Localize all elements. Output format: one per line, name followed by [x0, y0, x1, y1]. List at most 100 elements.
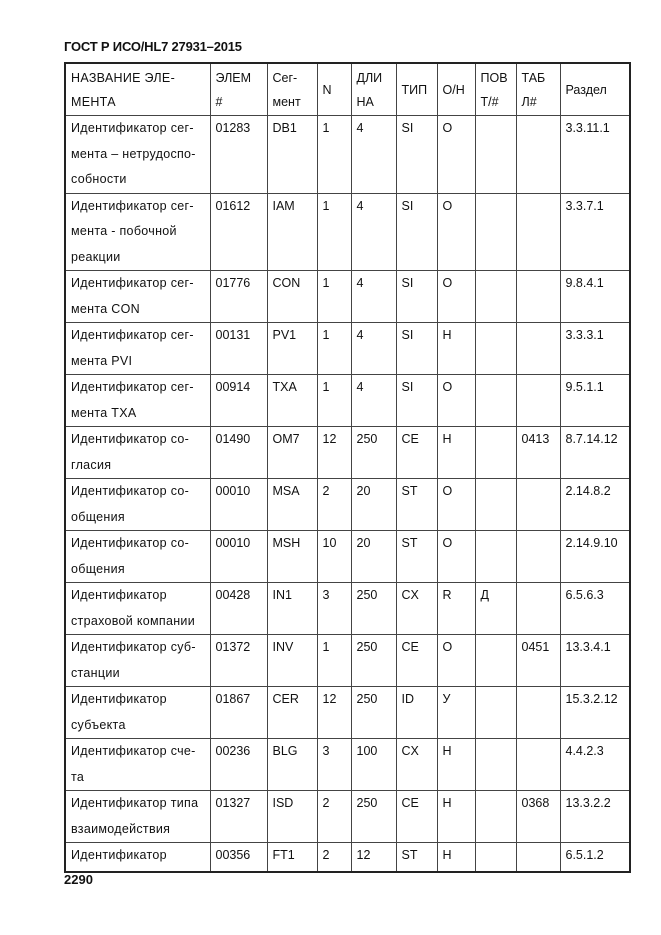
- table-row: Идентификатор со- общения 00010 MSH 10 20 ST О…: [64, 530, 631, 583]
- cell-type: SI: [395, 270, 438, 323]
- cell-n: 12: [316, 426, 352, 479]
- cell-repeat: [474, 478, 517, 531]
- cell-segment: CER: [266, 686, 318, 739]
- cell-optionality: О: [436, 530, 476, 583]
- cell-n: 3: [316, 582, 352, 635]
- cell-n: 12: [316, 686, 352, 739]
- cell-element-number: 01327: [209, 790, 268, 843]
- cell-segment: BLG: [266, 738, 318, 791]
- cell-n: 1: [316, 270, 352, 323]
- cell-length: 4: [350, 115, 397, 194]
- page-number: 2290: [64, 872, 93, 887]
- cell-n: 1: [316, 192, 352, 271]
- cell-optionality: О: [436, 634, 476, 687]
- cell-table: [515, 322, 561, 375]
- cell-type: ID: [395, 686, 438, 739]
- table-row: Идентификатор типа взаимодействия 01327 IS…: [64, 790, 631, 843]
- cell-length: 250: [350, 582, 397, 635]
- table-row: Идентификатор сег- мента CON 01776 CON 1 4 SI…: [64, 270, 631, 323]
- cell-section: 3.3.3.1: [559, 322, 631, 375]
- cell-section: 6.5.1.2: [559, 842, 631, 873]
- column-header-repeat: ПОВ Т/#: [474, 62, 517, 116]
- cell-n: 10: [316, 530, 352, 583]
- cell-section: 13.3.4.1: [559, 634, 631, 687]
- cell-optionality: Н: [436, 322, 476, 375]
- cell-length: 250: [350, 686, 397, 739]
- cell-element-number: 01612: [209, 192, 268, 271]
- cell-element-name: Идентификатор страховой компании: [64, 582, 211, 635]
- cell-optionality: Н: [436, 790, 476, 843]
- cell-optionality: О: [436, 478, 476, 531]
- cell-element-number: 00010: [209, 478, 268, 531]
- cell-segment: MSH: [266, 530, 318, 583]
- cell-element-number: 00236: [209, 738, 268, 791]
- table-row: Идентификатор сег- мента TXA 00914 TXA 1 4 SI…: [64, 374, 631, 427]
- cell-table: 0413: [515, 426, 561, 479]
- cell-table: 0368: [515, 790, 561, 843]
- cell-length: 12: [350, 842, 397, 873]
- table-row: Идентификатор сег- мента – нетрудоспо- с…: [64, 115, 631, 194]
- cell-segment: OM7: [266, 426, 318, 479]
- cell-type: SI: [395, 322, 438, 375]
- cell-table: 0451: [515, 634, 561, 687]
- cell-length: 250: [350, 634, 397, 687]
- column-header-table: ТАБ Л#: [515, 62, 561, 116]
- cell-optionality: Н: [436, 738, 476, 791]
- cell-optionality: Н: [436, 426, 476, 479]
- cell-n: 3: [316, 738, 352, 791]
- column-header-length: ДЛИ НА: [350, 62, 397, 116]
- cell-repeat: [474, 322, 517, 375]
- cell-segment: DB1: [266, 115, 318, 194]
- cell-length: 100: [350, 738, 397, 791]
- cell-element-number: 01372: [209, 634, 268, 687]
- cell-element-number: 00428: [209, 582, 268, 635]
- cell-section: 9.5.1.1: [559, 374, 631, 427]
- cell-length: 4: [350, 374, 397, 427]
- cell-type: CX: [395, 738, 438, 791]
- elements-table: НАЗВАНИЕ ЭЛЕ- МЕНТА ЭЛЕМ # Сег- мент N ДЛИ Н…: [64, 62, 631, 873]
- cell-table: [515, 582, 561, 635]
- cell-length: 4: [350, 192, 397, 271]
- column-header-element-name: НАЗВАНИЕ ЭЛЕ- МЕНТА: [64, 62, 211, 116]
- table-row: Идентификатор суб- станции 01372 INV 1 250 CE…: [64, 634, 631, 687]
- cell-section: 4.4.2.3: [559, 738, 631, 791]
- cell-optionality: О: [436, 115, 476, 194]
- cell-n: 2: [316, 790, 352, 843]
- cell-table: [515, 686, 561, 739]
- table-row: Идентификатор сег- мента PVI 00131 PV1 1 4 SI…: [64, 322, 631, 375]
- cell-type: CE: [395, 426, 438, 479]
- cell-type: ST: [395, 842, 438, 873]
- cell-section: 8.7.14.12: [559, 426, 631, 479]
- cell-segment: IAM: [266, 192, 318, 271]
- cell-element-name: Идентификатор сег- мента - побочной реак…: [64, 192, 211, 271]
- cell-element-name: Идентификатор со- общения: [64, 530, 211, 583]
- column-header-section: Раздел: [559, 62, 631, 116]
- cell-type: SI: [395, 374, 438, 427]
- cell-length: 250: [350, 426, 397, 479]
- cell-repeat: [474, 115, 517, 194]
- table-row: Идентификатор страховой компании 00428 IN1…: [64, 582, 631, 635]
- table-row: Идентификатор субъекта 01867 CER 12 250 ID У 15…: [64, 686, 631, 739]
- cell-section: 3.3.11.1: [559, 115, 631, 194]
- cell-type: SI: [395, 115, 438, 194]
- cell-element-name: Идентификатор сег- мента TXA: [64, 374, 211, 427]
- cell-element-name: Идентификатор субъекта: [64, 686, 211, 739]
- cell-optionality: О: [436, 374, 476, 427]
- column-header-segment: Сег- мент: [266, 62, 318, 116]
- cell-optionality: У: [436, 686, 476, 739]
- cell-optionality: О: [436, 192, 476, 271]
- cell-segment: INV: [266, 634, 318, 687]
- table-header-row: НАЗВАНИЕ ЭЛЕ- МЕНТА ЭЛЕМ # Сег- мент N ДЛИ Н…: [64, 62, 631, 116]
- cell-section: 13.3.2.2: [559, 790, 631, 843]
- column-header-optionality: О/Н: [436, 62, 476, 116]
- cell-n: 1: [316, 374, 352, 427]
- cell-length: 250: [350, 790, 397, 843]
- cell-section: 2.14.8.2: [559, 478, 631, 531]
- cell-type: SI: [395, 192, 438, 271]
- cell-repeat: [474, 634, 517, 687]
- cell-repeat: [474, 374, 517, 427]
- cell-repeat: [474, 738, 517, 791]
- cell-type: ST: [395, 478, 438, 531]
- cell-element-number: 00356: [209, 842, 268, 873]
- column-header-type: ТИП: [395, 62, 438, 116]
